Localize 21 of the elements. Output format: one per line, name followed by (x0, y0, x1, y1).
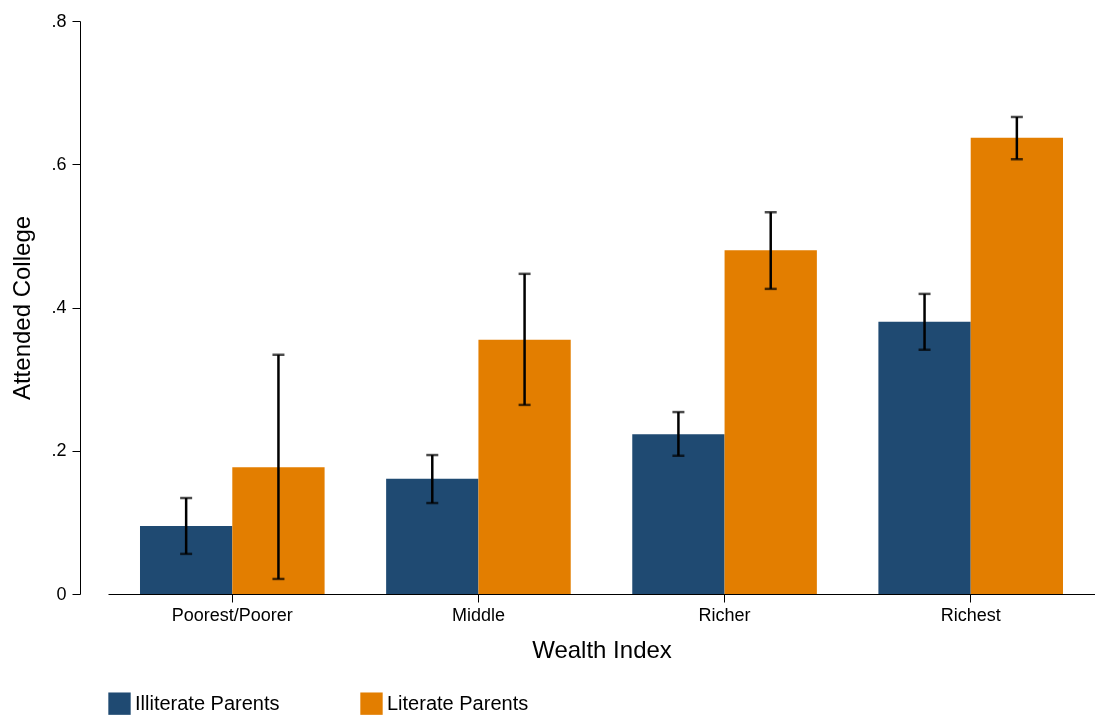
x-tick-label: Poorest/Poorer (171, 604, 293, 625)
bar (724, 250, 817, 594)
y-tick-label: 0 (56, 583, 67, 604)
bar (386, 478, 479, 594)
y-tick-label: .8 (51, 10, 67, 31)
x-tick-label: Richest (940, 604, 1001, 625)
bar (632, 434, 725, 594)
bar (478, 339, 571, 594)
bar (878, 321, 971, 594)
x-axis-title: Wealth Index (532, 635, 672, 663)
legend-label: Literate Parents (387, 691, 529, 714)
bar (970, 137, 1063, 594)
x-tick-label: Middle (451, 604, 505, 625)
legend-label: Illiterate Parents (135, 691, 280, 714)
y-tick-label: .2 (51, 440, 67, 461)
y-tick-label: .6 (51, 153, 67, 174)
bar (232, 467, 325, 594)
y-axis-title: Attended College (8, 215, 36, 401)
x-tick-label: Richer (698, 604, 751, 625)
y-tick-label: .4 (51, 297, 67, 317)
bar (140, 525, 233, 594)
